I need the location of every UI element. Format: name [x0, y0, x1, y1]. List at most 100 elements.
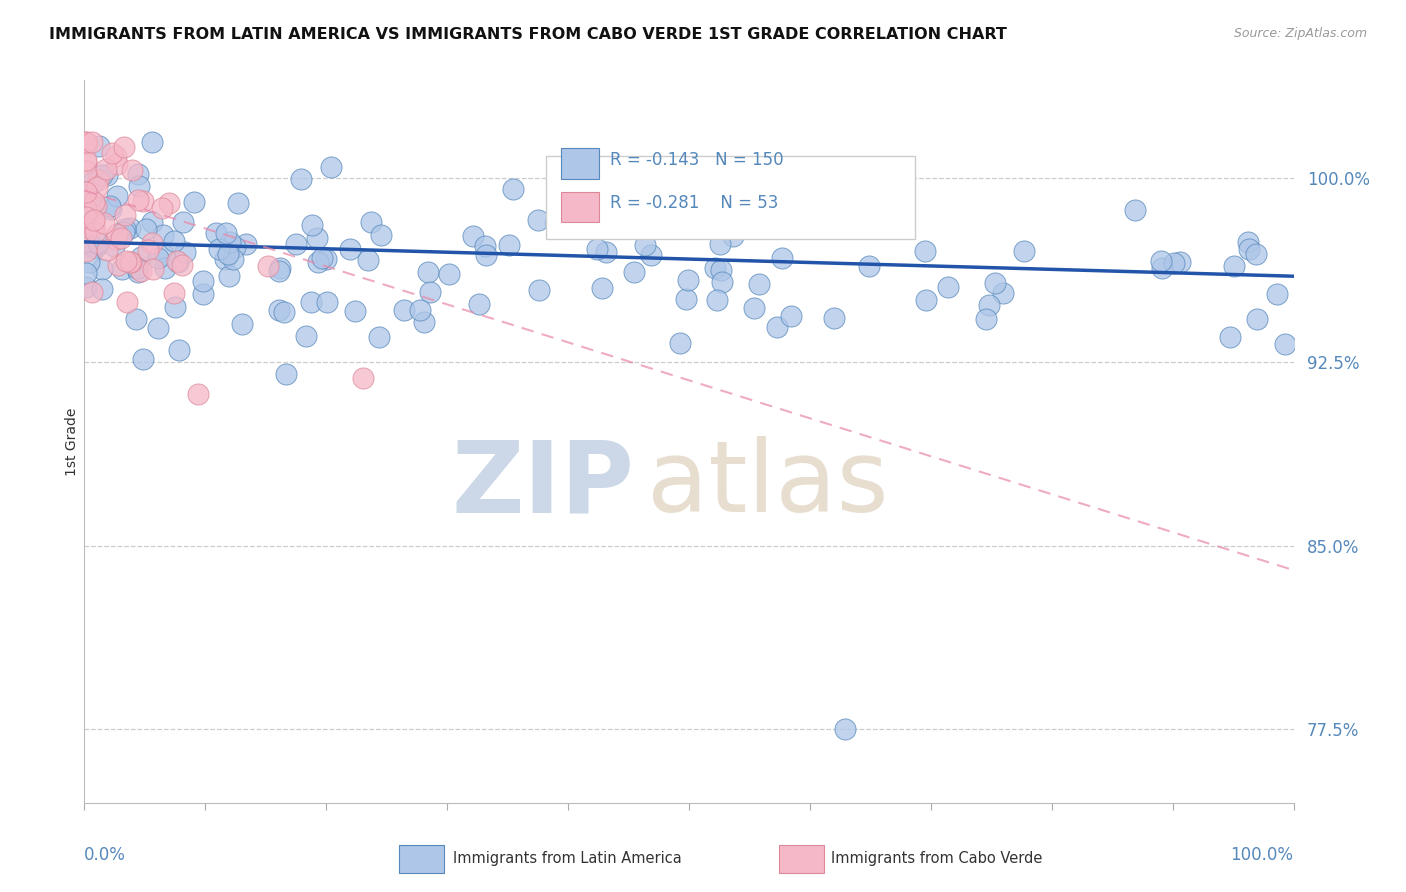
Point	[1012, 244, 1035, 258]
Point	[1150, 254, 1173, 268]
Point	[93, 216, 115, 230]
Text: 0.0%: 0.0%	[84, 847, 127, 864]
Point	[748, 277, 770, 291]
Point	[569, 208, 592, 222]
Point	[146, 321, 169, 335]
Point	[976, 312, 998, 326]
Point	[82, 240, 104, 254]
Point	[392, 302, 415, 317]
Point	[267, 264, 290, 278]
Point	[214, 252, 236, 266]
Point	[231, 317, 253, 331]
Point	[1222, 260, 1244, 274]
Point	[704, 260, 727, 275]
Point	[858, 259, 880, 273]
Point	[83, 219, 105, 233]
Point	[984, 276, 1007, 290]
Point	[173, 215, 195, 229]
Point	[121, 163, 143, 178]
Point	[1150, 261, 1173, 276]
Point	[1246, 311, 1268, 326]
Point	[86, 199, 108, 213]
Point	[112, 225, 135, 239]
Point	[675, 292, 697, 306]
Point	[1274, 337, 1296, 351]
Point	[170, 258, 193, 272]
Point	[218, 235, 240, 249]
Point	[208, 242, 231, 256]
Point	[742, 301, 765, 315]
FancyBboxPatch shape	[547, 156, 915, 239]
Point	[770, 251, 793, 265]
Point	[153, 260, 176, 275]
Point	[711, 275, 734, 289]
Point	[1168, 254, 1191, 268]
Point	[83, 194, 105, 209]
Point	[141, 215, 163, 229]
Point	[823, 310, 845, 325]
Point	[127, 167, 149, 181]
Point	[936, 280, 959, 294]
Point	[780, 310, 803, 324]
Point	[191, 274, 214, 288]
Text: Source: ZipAtlas.com: Source: ZipAtlas.com	[1233, 27, 1367, 40]
Point	[163, 285, 186, 300]
Point	[474, 238, 496, 252]
Point	[676, 273, 699, 287]
Point	[87, 138, 110, 153]
Point	[75, 244, 97, 259]
Point	[75, 266, 97, 280]
Point	[475, 248, 498, 262]
Text: Immigrants from Cabo Verde: Immigrants from Cabo Verde	[831, 852, 1042, 866]
Point	[120, 221, 142, 235]
Point	[83, 212, 105, 227]
Point	[301, 219, 323, 233]
Point	[339, 242, 361, 256]
Text: Immigrants from Latin America: Immigrants from Latin America	[453, 852, 682, 866]
Point	[914, 244, 936, 259]
Point	[257, 259, 280, 273]
Point	[710, 263, 733, 277]
Point	[468, 297, 491, 311]
Point	[76, 208, 98, 222]
Point	[218, 268, 240, 283]
Point	[75, 226, 97, 240]
Point	[782, 210, 804, 224]
Point	[98, 199, 121, 213]
Point	[131, 264, 153, 278]
Point	[1123, 202, 1146, 217]
Point	[305, 231, 328, 245]
Point	[307, 255, 329, 269]
Point	[107, 189, 129, 203]
Point	[79, 191, 101, 205]
Point	[370, 227, 392, 242]
Point	[273, 305, 295, 319]
Point	[267, 303, 290, 318]
Point	[96, 169, 118, 183]
Point	[368, 329, 391, 343]
Point	[75, 154, 97, 169]
Text: 100.0%: 100.0%	[1230, 847, 1294, 864]
Point	[779, 204, 801, 219]
Point	[87, 236, 110, 251]
Point	[80, 135, 103, 149]
Point	[274, 367, 297, 381]
Point	[103, 239, 125, 253]
Point	[591, 281, 613, 295]
Point	[152, 228, 174, 243]
Point	[706, 293, 728, 308]
Point	[624, 216, 647, 230]
Point	[183, 195, 205, 210]
Text: R = -0.281    N = 53: R = -0.281 N = 53	[610, 194, 779, 212]
Point	[84, 199, 107, 213]
Text: ZIP: ZIP	[451, 436, 634, 533]
Point	[136, 244, 159, 258]
Point	[669, 336, 692, 351]
Point	[134, 222, 156, 236]
Point	[413, 315, 436, 329]
Point	[114, 221, 136, 235]
Point	[235, 236, 257, 251]
Point	[187, 386, 209, 401]
Point	[77, 221, 100, 235]
Point	[832, 220, 855, 235]
